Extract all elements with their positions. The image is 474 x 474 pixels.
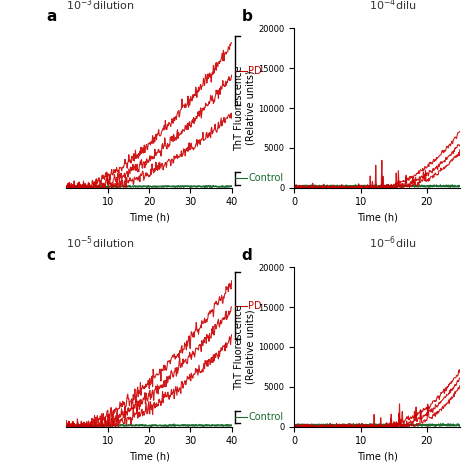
Text: a: a	[46, 9, 57, 24]
Text: Control: Control	[248, 173, 283, 183]
X-axis label: Time (h): Time (h)	[128, 452, 169, 462]
Text: d: d	[242, 248, 252, 263]
Y-axis label: ThT Fluorescence
(Relative units): ThT Fluorescence (Relative units)	[234, 65, 256, 151]
Text: Control: Control	[248, 412, 283, 422]
Text: $10^{-4}$dilu: $10^{-4}$dilu	[369, 0, 416, 12]
Text: c: c	[46, 248, 55, 263]
X-axis label: Time (h): Time (h)	[357, 213, 398, 223]
X-axis label: Time (h): Time (h)	[357, 452, 398, 462]
X-axis label: Time (h): Time (h)	[128, 213, 169, 223]
Text: PD: PD	[248, 65, 262, 76]
Text: b: b	[242, 9, 253, 24]
Text: $10^{-3}$dilution: $10^{-3}$dilution	[66, 0, 135, 12]
Text: PD: PD	[248, 301, 262, 310]
Text: $10^{-5}$dilution: $10^{-5}$dilution	[66, 235, 135, 251]
Text: $10^{-6}$dilu: $10^{-6}$dilu	[369, 235, 416, 251]
Y-axis label: ThT Fluorescence
(Relative units): ThT Fluorescence (Relative units)	[234, 304, 256, 390]
